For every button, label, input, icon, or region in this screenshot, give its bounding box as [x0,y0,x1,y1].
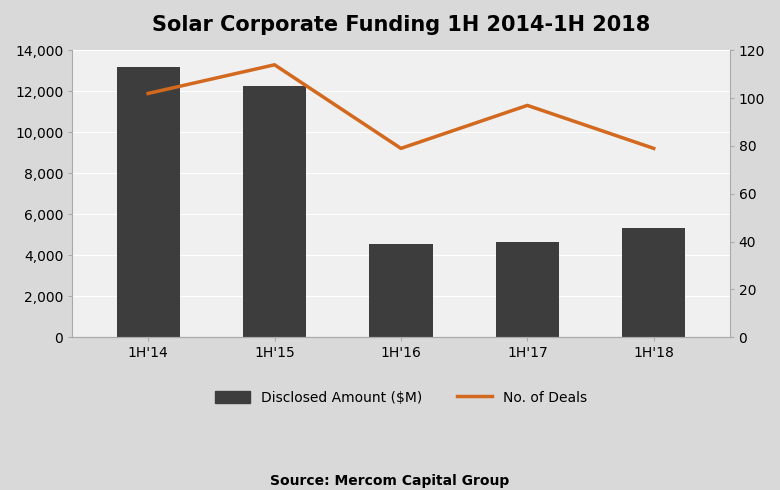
Text: Source: Mercom Capital Group: Source: Mercom Capital Group [271,474,509,488]
Legend: Disclosed Amount ($M), No. of Deals: Disclosed Amount ($M), No. of Deals [210,385,592,411]
Bar [243,86,306,337]
Bar [496,242,559,337]
Bar [370,244,433,337]
Bar [622,227,686,337]
Bar [116,67,179,337]
Title: Solar Corporate Funding 1H 2014-1H 2018: Solar Corporate Funding 1H 2014-1H 2018 [152,15,650,35]
